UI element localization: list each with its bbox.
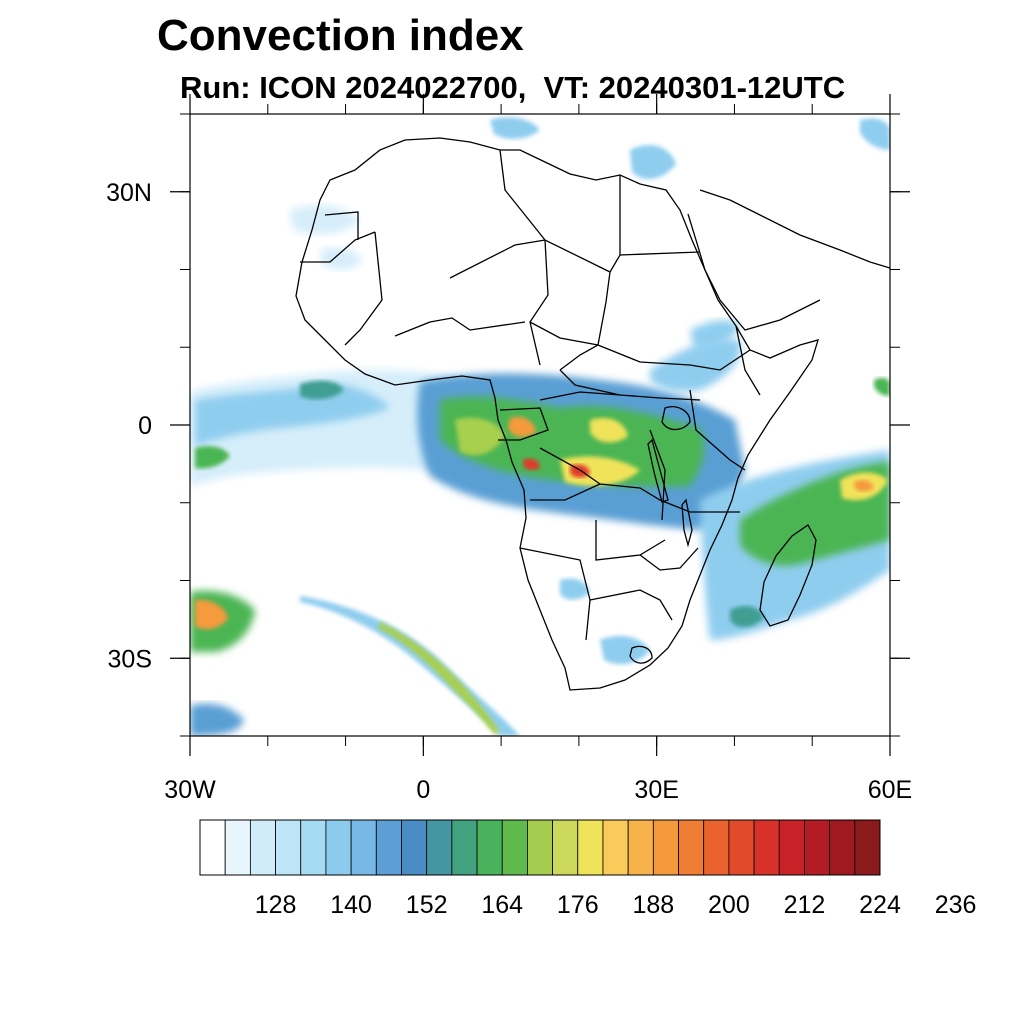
colorbar-swatch <box>829 819 856 876</box>
colorbar-swatch <box>224 819 251 876</box>
chart-title: Convection index <box>157 11 524 60</box>
colorbar-swatch <box>703 819 730 876</box>
field-kalahari-patch <box>560 578 590 600</box>
lesotho-outline <box>629 645 653 664</box>
colorbar-swatch <box>552 819 579 876</box>
arabia-outline <box>687 189 890 331</box>
colorbar-swatch <box>199 819 226 876</box>
field-moz-patch <box>730 605 764 628</box>
field-south-atlantic-core <box>378 622 500 734</box>
colorbar-swatch <box>275 819 302 876</box>
field-sw-yellow <box>195 599 228 630</box>
colorbar-label: 164 <box>481 891 523 919</box>
colorbar-swatch <box>854 819 881 876</box>
colorbar-swatch <box>426 819 453 876</box>
colorbar-swatch <box>501 819 528 876</box>
colorbar-swatch <box>249 819 276 876</box>
convection-field <box>190 117 890 736</box>
colorbar-label: 152 <box>406 891 448 919</box>
lon-tick-label: 30W <box>164 776 216 804</box>
map-axes: 30N 0 30S 30W 0 30E 60E <box>106 94 912 804</box>
colorbar-label: 140 <box>330 891 372 919</box>
colorbar-swatch <box>804 819 831 876</box>
field-iran <box>860 118 890 150</box>
chart-subtitle: Run: ICON 2024022700, VT: 20240301-12UTC <box>180 70 846 105</box>
field-west-sahara <box>290 205 360 235</box>
colorbar-swatch <box>375 819 402 876</box>
colorbar-swatch <box>350 819 377 876</box>
field-levant <box>630 145 676 179</box>
colorbar-swatch <box>577 819 604 876</box>
country-borders <box>295 137 890 691</box>
field-atlantic-green <box>195 446 230 469</box>
field-madagascar-orange <box>854 480 874 492</box>
colorbar-swatch <box>476 819 503 876</box>
madagascar-outline <box>759 524 817 627</box>
colorbar-swatch <box>451 819 478 876</box>
lon-tick-label: 0 <box>416 776 430 804</box>
colorbar-swatch <box>778 819 805 876</box>
colorbar-swatch <box>753 819 780 876</box>
field-atlantic-green2 <box>300 380 344 400</box>
field-central-green <box>440 396 705 487</box>
lake-malawi <box>681 498 693 548</box>
field-atlantic-core <box>195 384 390 446</box>
colorbar-label: 128 <box>255 891 297 919</box>
colorbar-swatch <box>652 819 679 876</box>
field-horn-band <box>690 320 740 350</box>
field-arabian-sea <box>874 377 890 396</box>
lon-tick-label: 30E <box>634 776 678 804</box>
border-lines <box>300 149 761 641</box>
colorbar-label: 200 <box>708 891 750 919</box>
africa-coastline <box>295 137 819 691</box>
colorbar-label: 188 <box>632 891 674 919</box>
colorbar-swatch <box>300 819 327 876</box>
field-central-lime <box>455 417 505 456</box>
field-west-sahara2 <box>320 247 362 270</box>
colorbar-swatch <box>678 819 705 876</box>
field-central-red2 <box>523 458 540 471</box>
colorbar-label: 236 <box>935 891 977 919</box>
colorbar-frame <box>199 819 881 876</box>
lon-tick-label: 60E <box>868 776 912 804</box>
lake-victoria <box>661 406 691 431</box>
field-mediterranean <box>490 117 540 139</box>
field-south-patch <box>600 635 650 665</box>
colorbar-swatch <box>728 819 755 876</box>
lat-tick-label: 30N <box>106 179 152 207</box>
colorbar-swatch <box>627 819 654 876</box>
field-central-yellow <box>560 456 640 486</box>
field-central-yellow2 <box>590 417 628 443</box>
lat-tick-label: 0 <box>138 412 152 440</box>
colorbar-label: 212 <box>784 891 826 919</box>
colorbar-swatch <box>401 819 428 876</box>
colorbar-label: 176 <box>557 891 599 919</box>
lat-tick-label: 30S <box>108 645 152 673</box>
colorbar-label: 224 <box>859 891 901 919</box>
field-central-orange <box>508 416 536 437</box>
colorbar-swatch <box>527 819 553 876</box>
colorbar: 128 140 152 164 176 188 200 212 224 236 <box>199 819 977 919</box>
field-far-sw <box>190 703 244 736</box>
colorbar-swatch <box>325 819 352 876</box>
colorbar-swatch <box>602 819 629 876</box>
lake-tanganyika <box>647 438 669 503</box>
